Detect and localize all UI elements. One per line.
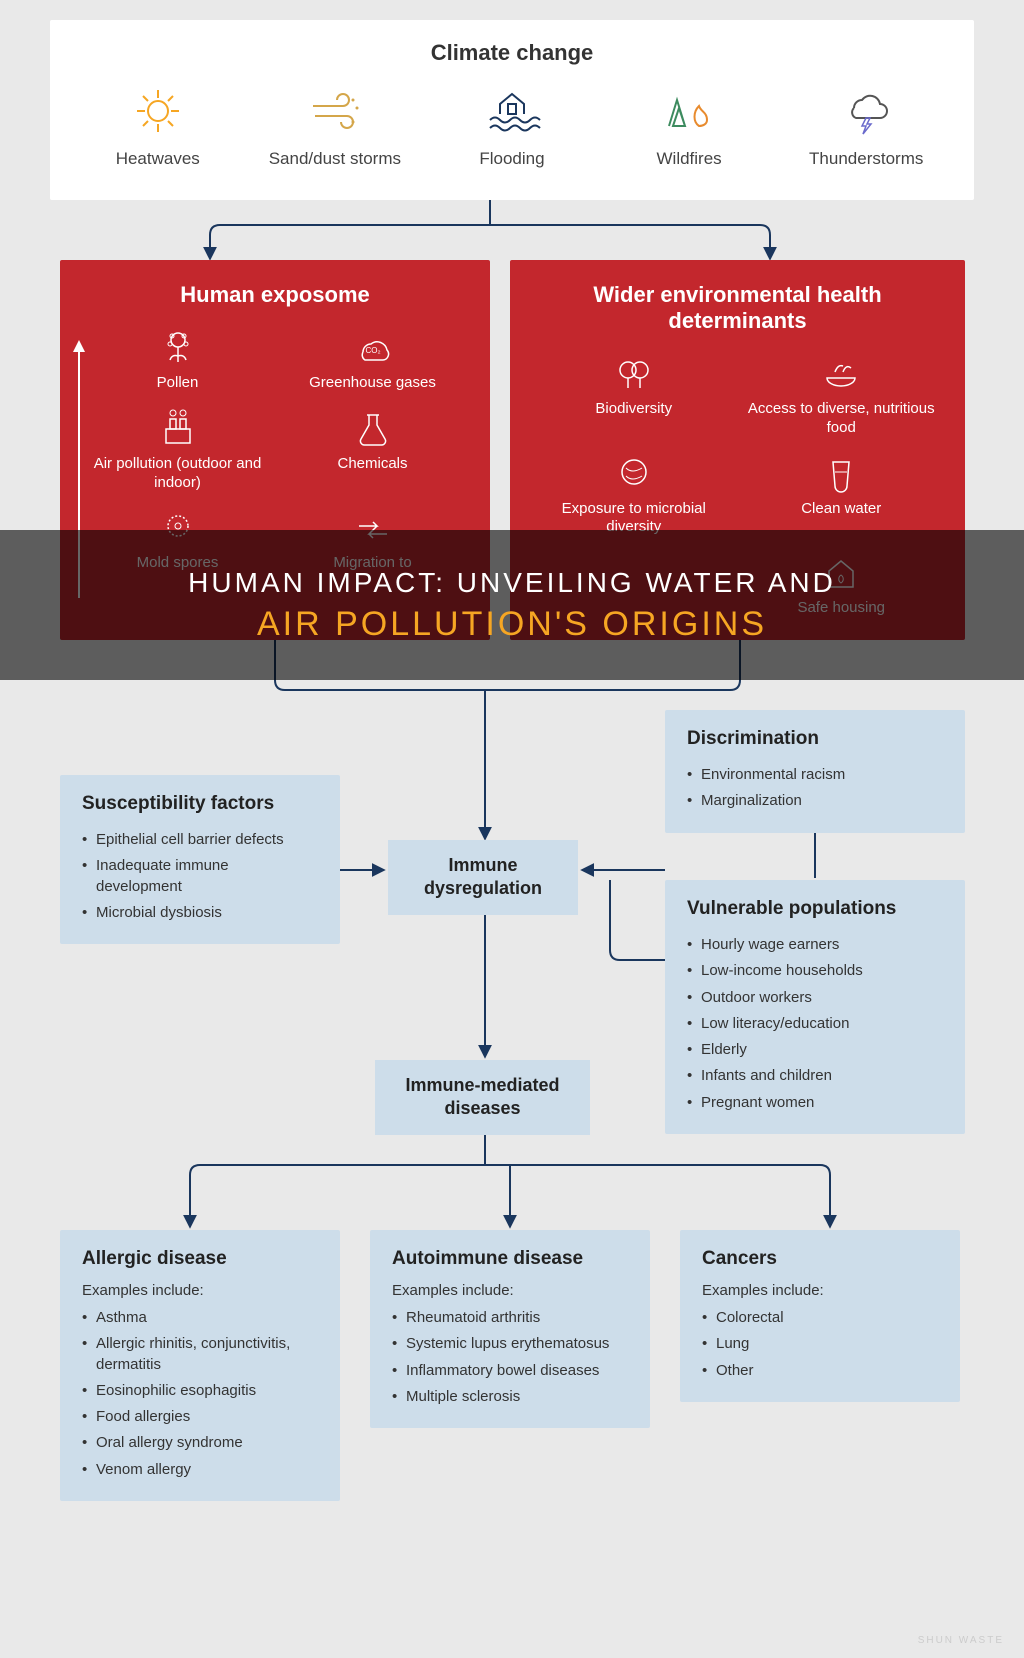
- exposome-label: Greenhouse gases: [309, 374, 436, 393]
- autoimmune-list: Rheumatoid arthritis Systemic lupus eryt…: [392, 1305, 628, 1410]
- microbial-icon: [610, 452, 658, 494]
- wider-title: Wider environmental health determinants: [536, 282, 939, 334]
- exposome-item: Chemicals: [281, 407, 464, 493]
- thunder-icon: [834, 86, 898, 136]
- list-item: Infants and children: [687, 1063, 943, 1089]
- box-title: Susceptibility factors: [82, 793, 318, 815]
- list-item: Hourly wage earners: [687, 932, 943, 958]
- watermark-text: SHUN WASTE: [918, 1635, 1004, 1646]
- overlay-banner: HUMAN IMPACT: UNVEILING WATER AND AIR PO…: [0, 530, 1024, 680]
- immune-mediated-box: Immune-mediated diseases: [375, 1060, 590, 1135]
- climate-label: Wildfires: [657, 148, 722, 170]
- biodiversity-icon: [610, 352, 658, 394]
- vulnerable-list: Hourly wage earners Low-income household…: [687, 932, 943, 1116]
- climate-label: Thunderstorms: [809, 148, 923, 170]
- discrimination-box: Discrimination Environmental racism Marg…: [665, 710, 965, 833]
- climate-item-heatwaves: Heatwaves: [80, 86, 236, 170]
- susceptibility-box: Susceptibility factors Epithelial cell b…: [60, 775, 340, 944]
- box-subtitle: Examples include:: [392, 1282, 628, 1299]
- list-item: Inflammatory bowel diseases: [392, 1358, 628, 1384]
- climate-label: Sand/dust storms: [269, 148, 401, 170]
- wind-icon: [303, 86, 367, 136]
- overlay-line1: HUMAN IMPACT: UNVEILING WATER AND: [188, 567, 836, 599]
- climate-label: Heatwaves: [116, 148, 200, 170]
- box-title: Autoimmune disease: [392, 1248, 628, 1270]
- climate-item-wildfires: Wildfires: [611, 86, 767, 170]
- immune-dysregulation-box: Immune dysregulation: [388, 840, 578, 915]
- list-item: Lung: [702, 1331, 938, 1357]
- svg-text:CO₂: CO₂: [365, 346, 380, 355]
- allergic-list: Asthma Allergic rhinitis, conjunctivitis…: [82, 1305, 318, 1483]
- climate-item-thunder: Thunderstorms: [788, 86, 944, 170]
- list-item: Multiple sclerosis: [392, 1384, 628, 1410]
- vulnerable-box: Vulnerable populations Hourly wage earne…: [665, 880, 965, 1134]
- overlay-line2: AIR POLLUTION'S ORIGINS: [257, 605, 767, 644]
- list-item: Pregnant women: [687, 1090, 943, 1116]
- exposome-item: Air pollution (outdoor and indoor): [86, 407, 269, 493]
- sun-icon: [126, 86, 190, 136]
- list-item: Other: [702, 1358, 938, 1384]
- climate-panel: Climate change Heatwaves: [50, 20, 974, 200]
- cancers-box: Cancers Examples include: Colorectal Lun…: [680, 1230, 960, 1402]
- climate-label: Flooding: [479, 148, 544, 170]
- box-subtitle: Examples include:: [702, 1282, 938, 1299]
- susceptibility-list: Epithelial cell barrier defects Inadequa…: [82, 827, 318, 926]
- list-item: Colorectal: [702, 1305, 938, 1331]
- list-item: Epithelial cell barrier defects: [82, 827, 318, 853]
- wider-item: Clean water: [744, 452, 940, 538]
- chemicals-icon: [349, 407, 397, 449]
- autoimmune-box: Autoimmune disease Examples include: Rhe…: [370, 1230, 650, 1428]
- list-item: Eosinophilic esophagitis: [82, 1378, 318, 1404]
- box-title: Vulnerable populations: [687, 898, 943, 920]
- list-item: Venom allergy: [82, 1457, 318, 1483]
- exposome-title: Human exposome: [86, 282, 464, 308]
- list-item: Systemic lupus erythematosus: [392, 1331, 628, 1357]
- wider-label: Clean water: [801, 500, 881, 519]
- exposome-label: Chemicals: [337, 455, 407, 474]
- exposome-label: Air pollution (outdoor and indoor): [86, 455, 269, 493]
- box-title: Discrimination: [687, 728, 943, 750]
- flood-icon: [480, 86, 544, 136]
- box-subtitle: Examples include:: [82, 1282, 318, 1299]
- list-item: Food allergies: [82, 1404, 318, 1430]
- exposome-item: Pollen: [86, 326, 269, 393]
- discrimination-list: Environmental racism Marginalization: [687, 762, 943, 815]
- list-item: Marginalization: [687, 788, 943, 814]
- list-item: Asthma: [82, 1305, 318, 1331]
- water-icon: [817, 452, 865, 494]
- list-item: Elderly: [687, 1037, 943, 1063]
- climate-item-flooding: Flooding: [434, 86, 590, 170]
- wider-label: Biodiversity: [595, 400, 672, 419]
- exposome-item: CO₂ Greenhouse gases: [281, 326, 464, 393]
- air-pollution-icon: [154, 407, 202, 449]
- diagram-canvas: Climate change Heatwaves: [0, 0, 1024, 1658]
- list-item: Oral allergy syndrome: [82, 1430, 318, 1456]
- pollen-icon: [154, 326, 202, 368]
- wider-label: Access to diverse, nutritious food: [744, 400, 940, 438]
- list-item: Low-income households: [687, 958, 943, 984]
- box-title: Cancers: [702, 1248, 938, 1270]
- climate-title: Climate change: [80, 40, 944, 66]
- climate-row: Heatwaves Sand/dust storms Flood: [80, 86, 944, 170]
- exposome-label: Pollen: [157, 374, 199, 393]
- list-item: Allergic rhinitis, conjunctivitis, derma…: [82, 1331, 318, 1378]
- cancers-list: Colorectal Lung Other: [702, 1305, 938, 1384]
- list-item: Microbial dysbiosis: [82, 900, 318, 926]
- climate-item-sand: Sand/dust storms: [257, 86, 413, 170]
- co2-icon: CO₂: [349, 326, 397, 368]
- box-title: Allergic disease: [82, 1248, 318, 1270]
- list-item: Environmental racism: [687, 762, 943, 788]
- wider-item: Exposure to microbial diversity: [536, 452, 732, 538]
- list-item: Outdoor workers: [687, 985, 943, 1011]
- wider-item: Biodiversity: [536, 352, 732, 438]
- allergic-box: Allergic disease Examples include: Asthm…: [60, 1230, 340, 1501]
- list-item: Inadequate immune development: [82, 853, 318, 900]
- wildfire-icon: [657, 86, 721, 136]
- list-item: Rheumatoid arthritis: [392, 1305, 628, 1331]
- wider-item: Access to diverse, nutritious food: [744, 352, 940, 438]
- food-icon: [817, 352, 865, 394]
- list-item: Low literacy/education: [687, 1011, 943, 1037]
